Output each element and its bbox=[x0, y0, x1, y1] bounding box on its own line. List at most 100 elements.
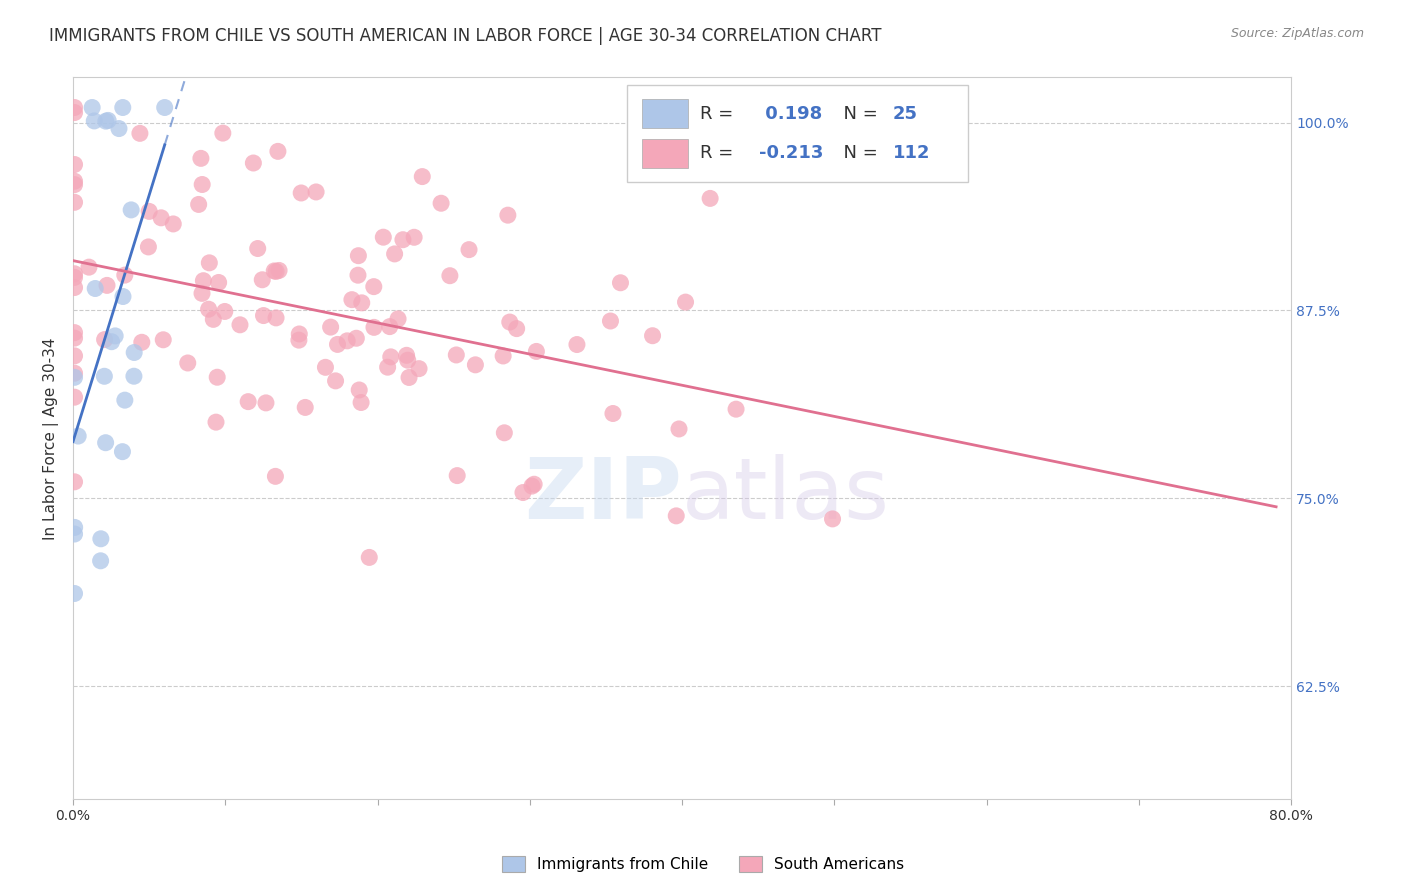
Point bbox=[496, 208, 519, 222]
Point bbox=[205, 415, 228, 429]
Point bbox=[122, 369, 145, 384]
Point bbox=[411, 169, 433, 184]
Text: 112: 112 bbox=[893, 145, 931, 162]
Point bbox=[267, 145, 290, 159]
Point bbox=[264, 469, 287, 483]
Text: IMMIGRANTS FROM CHILE VS SOUTH AMERICAN IN LABOR FORCE | AGE 30-34 CORRELATION C: IMMIGRANTS FROM CHILE VS SOUTH AMERICAN … bbox=[49, 27, 882, 45]
Point bbox=[63, 331, 86, 345]
Point bbox=[439, 268, 461, 283]
Point bbox=[254, 396, 277, 410]
Point bbox=[263, 264, 285, 278]
Point bbox=[177, 356, 200, 370]
Point bbox=[464, 358, 486, 372]
Point bbox=[190, 152, 212, 166]
Point bbox=[363, 320, 385, 334]
Point bbox=[162, 217, 184, 231]
Point bbox=[665, 508, 688, 523]
Point bbox=[242, 156, 264, 170]
Point bbox=[340, 293, 363, 307]
Point bbox=[63, 586, 86, 600]
Point bbox=[111, 444, 134, 458]
Point bbox=[288, 326, 311, 341]
Point bbox=[191, 178, 214, 192]
Point bbox=[63, 349, 86, 363]
Point bbox=[336, 334, 359, 348]
Point bbox=[150, 211, 173, 225]
Point bbox=[446, 468, 468, 483]
Point bbox=[67, 429, 90, 443]
Point bbox=[377, 360, 399, 375]
Point bbox=[246, 242, 269, 256]
Point bbox=[63, 390, 86, 404]
Point bbox=[373, 230, 395, 244]
Point bbox=[505, 321, 527, 335]
Legend: Immigrants from Chile, South Americans: Immigrants from Chile, South Americans bbox=[495, 848, 911, 880]
Point bbox=[94, 435, 117, 450]
Text: atlas: atlas bbox=[682, 455, 890, 538]
Point bbox=[344, 331, 367, 345]
Point bbox=[699, 191, 721, 205]
Point bbox=[205, 370, 228, 384]
Point bbox=[63, 157, 86, 171]
Point bbox=[602, 407, 624, 421]
Point bbox=[100, 334, 122, 349]
Point bbox=[63, 527, 86, 541]
Text: Source: ZipAtlas.com: Source: ZipAtlas.com bbox=[1230, 27, 1364, 40]
Point bbox=[446, 348, 468, 362]
Point bbox=[392, 233, 415, 247]
Point bbox=[82, 101, 104, 115]
Point bbox=[108, 121, 131, 136]
Point bbox=[238, 394, 260, 409]
Point bbox=[63, 270, 86, 285]
Point bbox=[63, 520, 86, 534]
Point bbox=[524, 344, 547, 359]
Point bbox=[492, 349, 515, 363]
Point bbox=[63, 366, 86, 380]
Point bbox=[84, 281, 107, 295]
Point bbox=[347, 383, 370, 397]
Point bbox=[264, 264, 287, 278]
Point bbox=[207, 276, 229, 290]
Point bbox=[63, 267, 86, 281]
Point bbox=[211, 126, 233, 140]
Point bbox=[609, 276, 631, 290]
Point bbox=[63, 105, 86, 120]
Point bbox=[202, 312, 225, 326]
Point bbox=[131, 335, 153, 350]
Point bbox=[350, 296, 373, 310]
Text: N =: N = bbox=[832, 145, 883, 162]
Point bbox=[63, 370, 86, 384]
Point bbox=[252, 309, 274, 323]
Point bbox=[326, 337, 349, 351]
Point bbox=[599, 314, 621, 328]
Point bbox=[63, 174, 86, 188]
Point bbox=[129, 126, 152, 140]
Point bbox=[408, 361, 430, 376]
Point bbox=[111, 289, 134, 303]
Point bbox=[138, 204, 160, 219]
Point bbox=[499, 315, 522, 329]
Point bbox=[63, 178, 86, 192]
Point bbox=[193, 274, 215, 288]
Point bbox=[114, 393, 136, 408]
Point bbox=[378, 319, 401, 334]
Point bbox=[77, 260, 100, 274]
Point bbox=[458, 243, 481, 257]
Y-axis label: In Labor Force | Age 30-34: In Labor Force | Age 30-34 bbox=[44, 337, 59, 540]
Point bbox=[252, 273, 274, 287]
Point bbox=[267, 263, 290, 277]
Point bbox=[325, 374, 347, 388]
Point bbox=[347, 268, 370, 283]
Point bbox=[288, 333, 311, 347]
Point bbox=[264, 310, 287, 325]
Point bbox=[90, 532, 112, 546]
Point bbox=[359, 550, 381, 565]
Point bbox=[494, 425, 516, 440]
Point bbox=[520, 479, 543, 493]
Point bbox=[63, 101, 86, 115]
Point bbox=[187, 197, 209, 211]
Point bbox=[114, 268, 136, 282]
Point bbox=[63, 326, 86, 340]
Point bbox=[122, 345, 145, 359]
Point bbox=[153, 101, 176, 115]
